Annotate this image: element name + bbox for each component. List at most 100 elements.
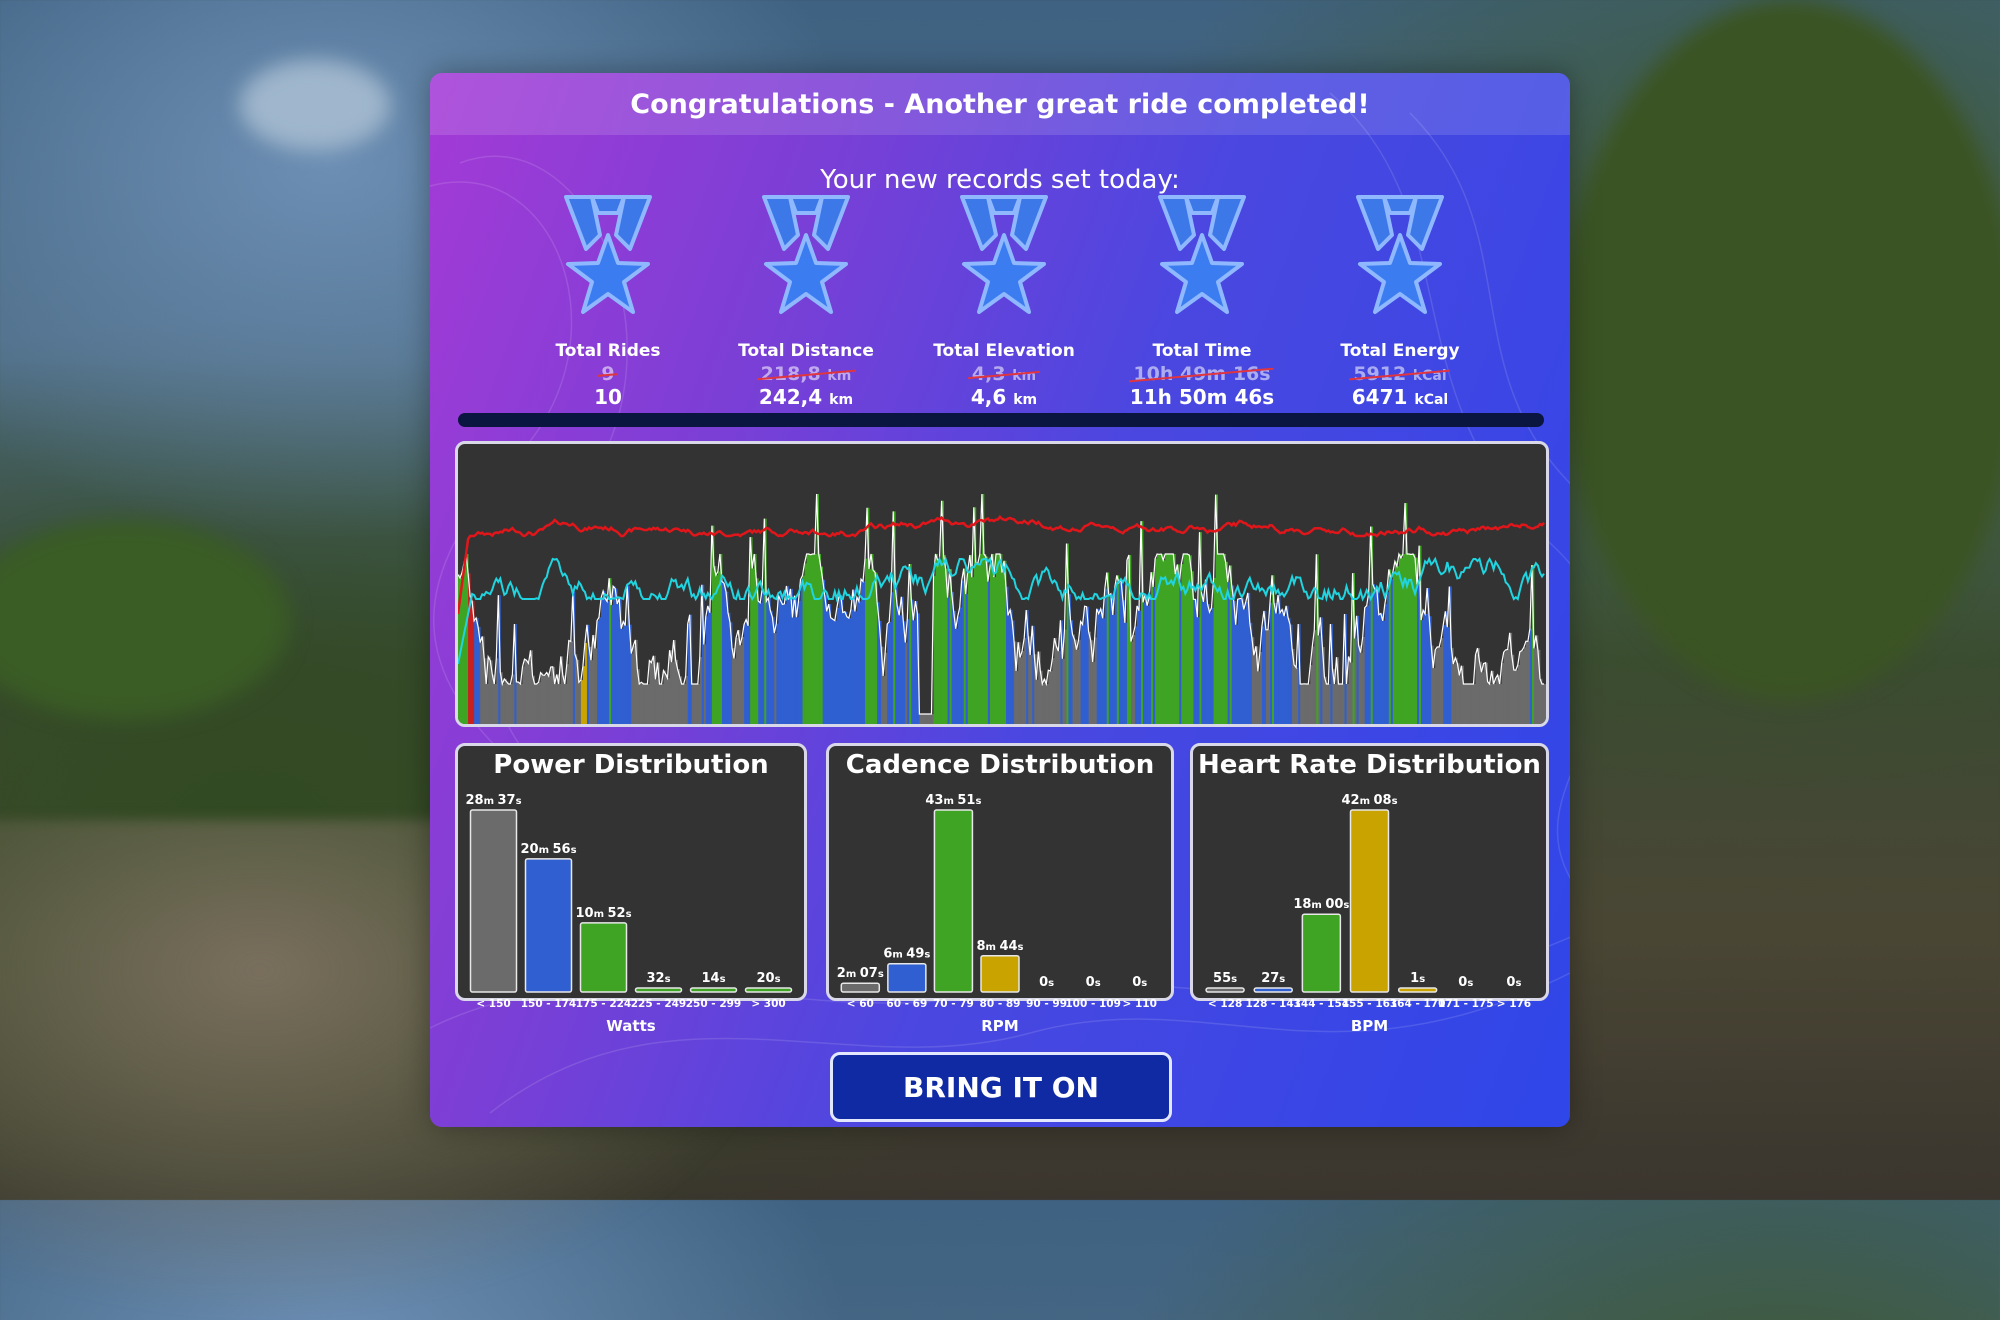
power-zone-bar	[949, 569, 953, 724]
power-zone-bar	[1354, 638, 1358, 724]
power-zone-bar	[1118, 582, 1122, 724]
power-zone-bar	[879, 620, 882, 724]
power-zone-bar	[776, 623, 779, 724]
power-zone-bar	[530, 650, 533, 724]
power-zone-bar	[705, 616, 709, 724]
power-zone-bar	[1128, 555, 1132, 724]
power-zone-bar	[883, 675, 886, 724]
power-zone-bar	[1415, 557, 1418, 724]
distribution-bar	[933, 809, 974, 993]
power-zone-bar	[1227, 582, 1231, 724]
category-tick-label: < 128	[1208, 998, 1242, 1010]
power-zone-bar	[1274, 602, 1277, 724]
power-zone-bar	[1169, 554, 1172, 724]
power-zone-bar	[476, 617, 479, 724]
power-zone-bar	[709, 612, 713, 724]
bar-value-label: 8m 44s	[977, 939, 1024, 954]
power-zone-bar	[1535, 635, 1539, 724]
power-zone-bar	[1030, 655, 1033, 724]
power-zone-bar	[885, 652, 888, 724]
record-previous-value: 10h 49m 16s	[1129, 363, 1275, 385]
power-zone-bar	[1459, 675, 1462, 724]
power-zone-bar	[1132, 634, 1136, 724]
power-zone-bar	[1124, 622, 1128, 724]
power-zone-bar	[850, 609, 854, 724]
power-zone-bar	[679, 676, 683, 724]
power-zone-bar	[478, 626, 481, 724]
power-zone-bar	[542, 675, 546, 724]
power-zone-bar	[1417, 585, 1420, 724]
power-zone-bar	[1072, 634, 1075, 724]
power-zone-bar	[1481, 672, 1484, 724]
power-zone-bar	[808, 554, 811, 724]
power-zone-bar	[671, 662, 674, 724]
power-zone-bar	[699, 657, 703, 724]
power-zone-bar	[1537, 649, 1541, 724]
power-zone-bar	[1173, 554, 1176, 724]
power-zone-bar	[1306, 684, 1309, 724]
power-zone-bar	[1477, 648, 1480, 724]
power-zone-bar	[1541, 684, 1545, 724]
bar-value-label: 20m 56s	[520, 842, 576, 857]
record-total-energy: Total Energy 5912 kCal 6471 kCal	[1300, 191, 1500, 409]
power-zone-bar	[697, 684, 701, 724]
power-zone-bar	[713, 565, 717, 724]
record-new-value: 4,6 km	[970, 385, 1038, 409]
record-new-value: 11h 50m 46s	[1129, 385, 1275, 409]
bar-value-label: 0s	[1458, 975, 1473, 990]
power-zone-bar	[1217, 554, 1220, 724]
power-zone-bar	[1088, 631, 1092, 724]
category-tick-label: 90 - 99	[1026, 998, 1067, 1010]
power-zone-bar	[1036, 679, 1039, 724]
power-zone-bar	[887, 624, 890, 724]
power-zone-bar	[1167, 554, 1170, 724]
power-zone-bar	[867, 507, 870, 724]
category-tick-label: 128 - 143	[1245, 998, 1301, 1010]
power-zone-bar	[669, 650, 672, 724]
power-zone-bar	[732, 648, 735, 724]
power-zone-bar	[738, 630, 741, 724]
power-zone-bar	[1296, 667, 1299, 724]
power-zone-bar	[730, 622, 733, 724]
power-zone-bar	[935, 554, 938, 724]
power-zone-bar	[1110, 593, 1114, 724]
power-zone-bar	[470, 596, 473, 724]
distribution-bar	[744, 987, 793, 993]
power-zone-bar	[1348, 656, 1351, 724]
power-zone-bar	[590, 660, 594, 724]
background-cloud	[240, 60, 390, 150]
power-zone-bar	[1149, 597, 1152, 724]
power-zone-bar	[518, 682, 521, 724]
power-zone-bar	[993, 577, 997, 724]
power-zone-bar	[1243, 609, 1247, 724]
power-zone-bar	[1020, 657, 1023, 724]
power-zone-bar	[572, 591, 576, 724]
power-zone-bar	[794, 595, 797, 724]
power-zone-bar	[464, 563, 467, 724]
power-zone-bar	[510, 684, 513, 724]
power-zone-bar	[969, 555, 973, 724]
distribution-bar	[840, 982, 881, 993]
power-zone-bar	[1437, 647, 1440, 724]
power-zone-bar	[1235, 624, 1239, 724]
power-zone-bar	[1525, 641, 1529, 724]
power-zone-bar	[1257, 671, 1261, 724]
power-zone-bar	[915, 601, 918, 724]
power-zone-bar	[756, 578, 759, 724]
distribution-bar	[634, 987, 683, 993]
power-zone-bar	[687, 624, 691, 724]
power-zone-bar	[607, 601, 610, 724]
power-zone-bar	[595, 648, 598, 724]
power-zone-bar	[802, 575, 805, 724]
power-zone-bar	[901, 596, 904, 724]
power-zone-bar	[961, 580, 965, 724]
heart-rate-distribution-svg: 55s 27s 18m 00s 42m 08s 1s 0s 0s	[1205, 793, 1521, 993]
power-zone-bar	[528, 663, 531, 724]
power-zone-bar	[504, 678, 507, 724]
power-zone-bar	[1392, 571, 1396, 724]
record-label: Total Distance	[738, 341, 874, 361]
bring-it-on-button[interactable]: BRING IT ON	[830, 1052, 1172, 1122]
power-zone-bar	[1368, 592, 1372, 724]
power-zone-bar	[599, 617, 602, 724]
power-zone-bar	[1044, 679, 1047, 724]
